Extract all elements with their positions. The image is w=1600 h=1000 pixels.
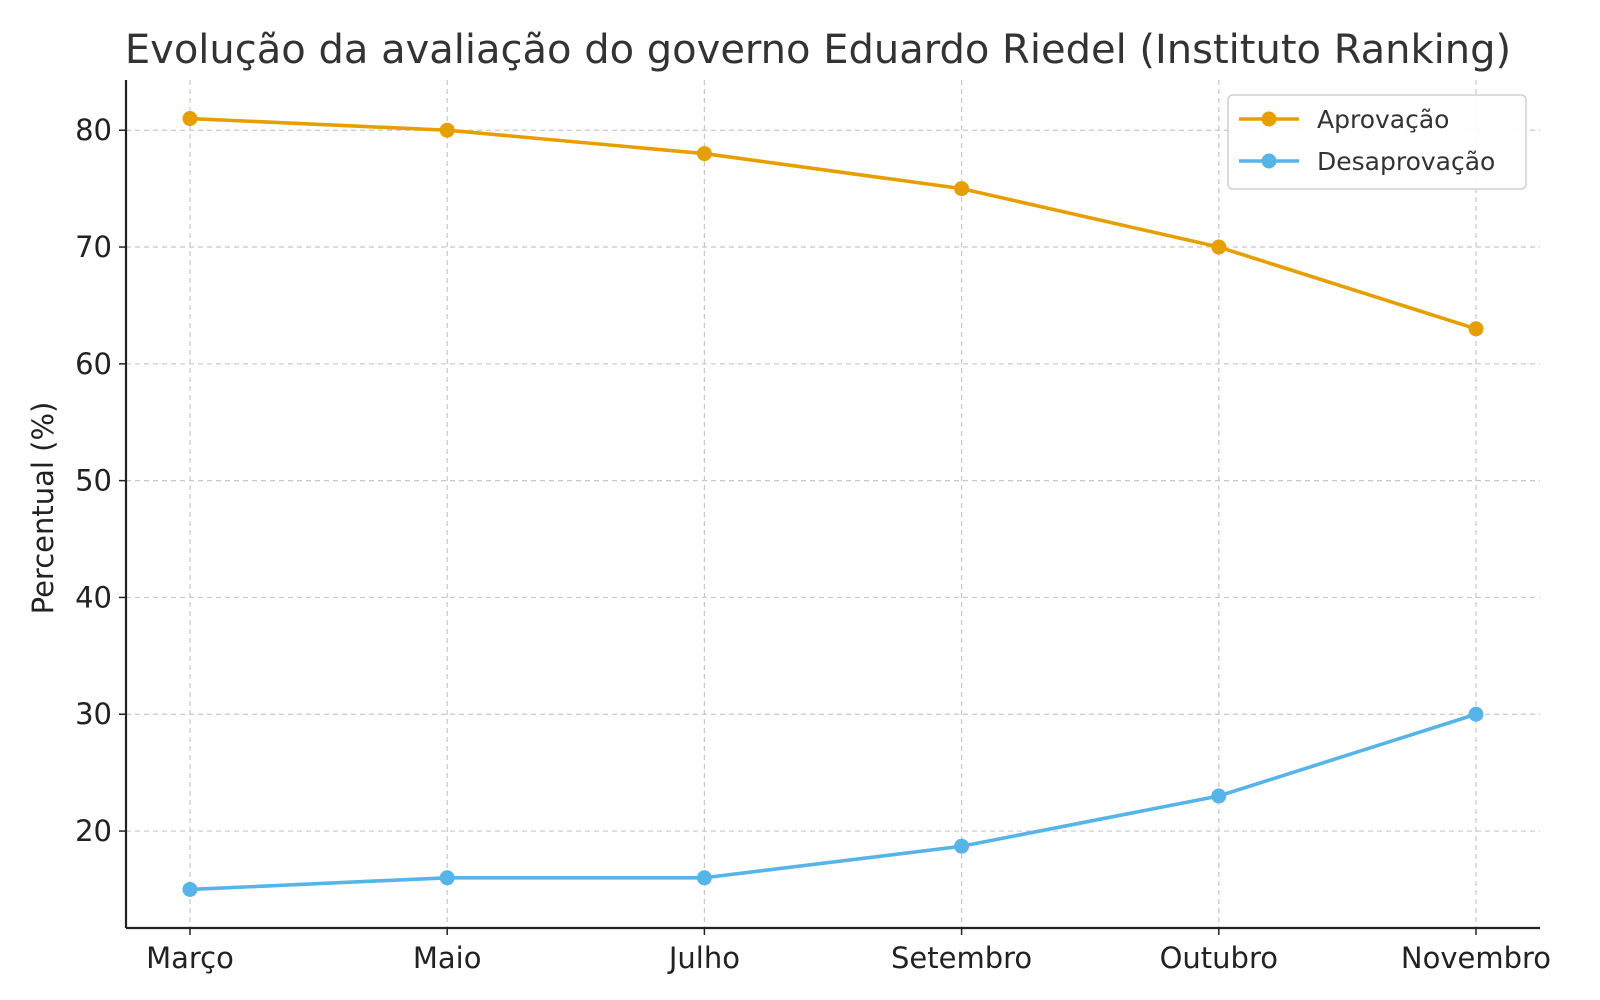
legend-box bbox=[1227, 94, 1527, 190]
data-point bbox=[1468, 706, 1484, 722]
x-tick-label: Outubro bbox=[1160, 941, 1278, 975]
y-tick-label: 60 bbox=[75, 347, 112, 381]
legend-label: Desaprovação bbox=[1317, 147, 1495, 176]
data-point bbox=[954, 838, 970, 854]
legend-marker bbox=[1261, 111, 1277, 127]
data-point bbox=[954, 181, 970, 197]
tick-labels: 20 30 40 50 60 70 80 Março Maio Julho Setembro Outu… bbox=[75, 113, 1551, 975]
legend: Aprovação Desaprovação bbox=[1227, 94, 1527, 190]
y-tick-label: 50 bbox=[75, 464, 112, 498]
y-tick-label: 80 bbox=[75, 113, 112, 147]
data-point bbox=[696, 146, 712, 162]
x-tick-label: Maio bbox=[413, 941, 482, 975]
series-line-2 bbox=[188, 712, 1478, 892]
data-point bbox=[1211, 239, 1227, 255]
data-point bbox=[182, 881, 198, 897]
x-tick-label: Novembro bbox=[1401, 941, 1551, 975]
y-axis-label: Percentual (%) bbox=[26, 402, 60, 615]
x-tick-label: Julho bbox=[667, 941, 740, 975]
legend-label: Aprovação bbox=[1317, 105, 1449, 134]
data-point bbox=[439, 122, 455, 138]
legend-marker bbox=[1261, 153, 1277, 169]
data-point bbox=[696, 870, 712, 886]
x-tick-label: Março bbox=[146, 941, 234, 975]
series-line-1 bbox=[188, 116, 1478, 331]
grid bbox=[126, 80, 1540, 928]
y-tick-label: 40 bbox=[75, 580, 112, 614]
x-tick-label: Setembro bbox=[891, 941, 1032, 975]
axes bbox=[124, 80, 1540, 930]
series-lines bbox=[182, 111, 1484, 897]
data-point bbox=[1211, 788, 1227, 804]
y-tick-label: 70 bbox=[75, 230, 112, 264]
y-tick-label: 20 bbox=[75, 814, 112, 848]
data-point bbox=[182, 111, 198, 127]
y-tick-label: 30 bbox=[75, 697, 112, 731]
chart-title: Evolução da avaliação do governo Eduardo… bbox=[125, 27, 1511, 73]
data-point bbox=[439, 870, 455, 886]
data-point bbox=[1468, 321, 1484, 337]
